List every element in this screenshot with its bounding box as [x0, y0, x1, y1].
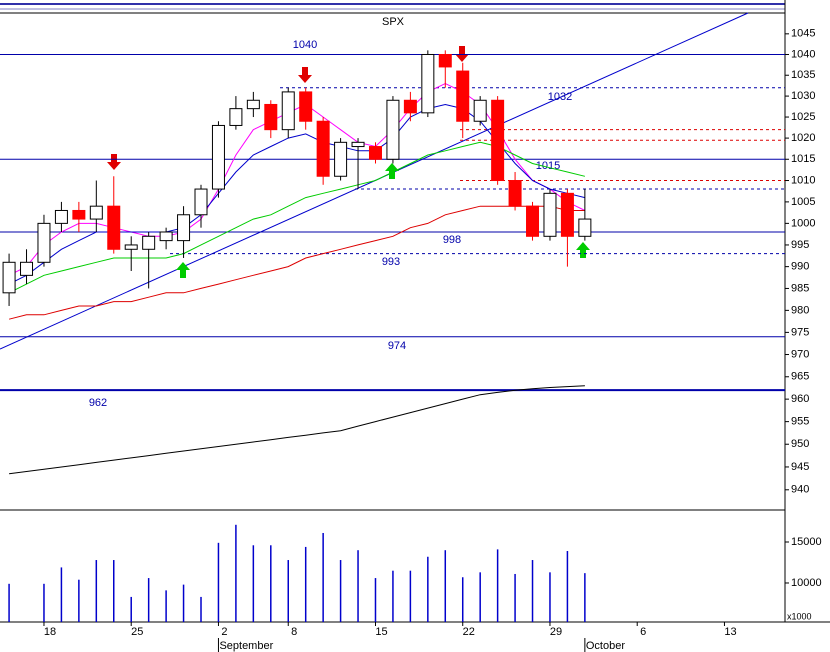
x-tick-label: 29: [550, 626, 562, 638]
y-tick-label: 975: [791, 326, 809, 338]
candle-body: [194, 188, 208, 216]
y-tick-label: 995: [791, 239, 809, 251]
x-tick-label: 15: [375, 626, 387, 638]
x-tick-label: 18: [44, 626, 56, 638]
y-tick-label: 1025: [791, 111, 815, 123]
y-tick-label: 1000: [791, 217, 815, 229]
candle-body: [403, 99, 417, 114]
level-label: 1040: [293, 39, 317, 51]
unit-label: x1000: [787, 611, 812, 621]
y-tick-label: 970: [791, 348, 809, 360]
y-tick-label: 15000: [791, 536, 822, 548]
y-tick-label: 955: [791, 416, 809, 428]
candle-body: [211, 124, 225, 190]
candle-body: [159, 231, 173, 242]
y-tick-label: 960: [791, 393, 809, 405]
candle-body: [246, 99, 260, 110]
moving-average: [8, 141, 586, 294]
candle-body: [229, 108, 243, 126]
candle-body: [124, 244, 138, 250]
buy-arrow: [176, 262, 190, 278]
candle-body: [438, 53, 452, 68]
candle-body: [508, 180, 522, 207]
sell-arrow: [298, 67, 312, 83]
candle-body: [142, 235, 156, 250]
candle-body: [386, 99, 400, 160]
y-tick-label: 10000: [791, 577, 822, 589]
candle-body: [334, 141, 348, 177]
candle-body: [264, 103, 278, 131]
y-tick-label: 985: [791, 282, 809, 294]
y-tick-label: 950: [791, 438, 809, 450]
y-tick-label: 965: [791, 371, 809, 383]
y-tick-label: 1015: [791, 153, 815, 165]
candle-body: [177, 214, 191, 242]
buy-arrow: [576, 242, 590, 258]
moving-average: [8, 205, 585, 320]
y-tick-label: 1005: [791, 196, 815, 208]
y-tick-label: 990: [791, 261, 809, 273]
x-tick-label: 13: [724, 626, 736, 638]
candle-body: [281, 91, 295, 131]
candle-body: [473, 99, 487, 122]
x-tick-label: 22: [463, 626, 475, 638]
sell-arrow: [107, 154, 121, 170]
level-label: 1032: [548, 91, 572, 103]
level-label: 1015: [536, 160, 560, 172]
moving-average: [9, 385, 585, 475]
month-label: October: [586, 640, 625, 652]
y-tick-label: 1040: [791, 48, 815, 60]
candle-body: [37, 222, 51, 263]
candle-body: [421, 53, 435, 114]
x-tick-label: 8: [291, 626, 297, 638]
y-tick-label: 1035: [791, 69, 815, 81]
moving-average: [8, 103, 586, 285]
level-label: 974: [388, 340, 406, 352]
level-label: 962: [89, 397, 107, 409]
candle-body: [560, 192, 574, 237]
candle-body: [526, 205, 540, 237]
candle-body: [578, 218, 592, 237]
candle-body: [72, 209, 86, 220]
candle-body: [89, 205, 103, 220]
candle-body: [543, 192, 557, 237]
y-tick-label: 940: [791, 484, 809, 496]
y-tick-label: 1010: [791, 174, 815, 186]
candle-body: [299, 91, 313, 122]
x-tick-label: 2: [221, 626, 227, 638]
y-tick-label: 1020: [791, 132, 815, 144]
candle-body: [20, 261, 34, 276]
candle-body: [54, 209, 68, 224]
candle-body: [2, 261, 16, 294]
buy-arrow: [385, 163, 399, 179]
x-tick-label: 6: [640, 626, 646, 638]
level-label: 993: [382, 256, 400, 268]
candle-body: [107, 205, 121, 250]
candle-body: [368, 146, 382, 160]
month-label: September: [219, 640, 273, 652]
y-tick-label: 980: [791, 304, 809, 316]
level-label: 998: [443, 234, 461, 246]
candle-body: [316, 120, 330, 177]
candle-body: [456, 70, 470, 122]
chart-title: SPX: [382, 16, 405, 28]
y-tick-label: 1030: [791, 90, 815, 102]
moving-average: [8, 83, 586, 276]
signal-arrows: [107, 46, 590, 278]
x-tick-label: 25: [131, 626, 143, 638]
candle-body: [491, 99, 505, 182]
y-tick-label: 1045: [791, 28, 815, 40]
candle-body: [351, 141, 365, 148]
y-tick-label: 945: [791, 461, 809, 473]
